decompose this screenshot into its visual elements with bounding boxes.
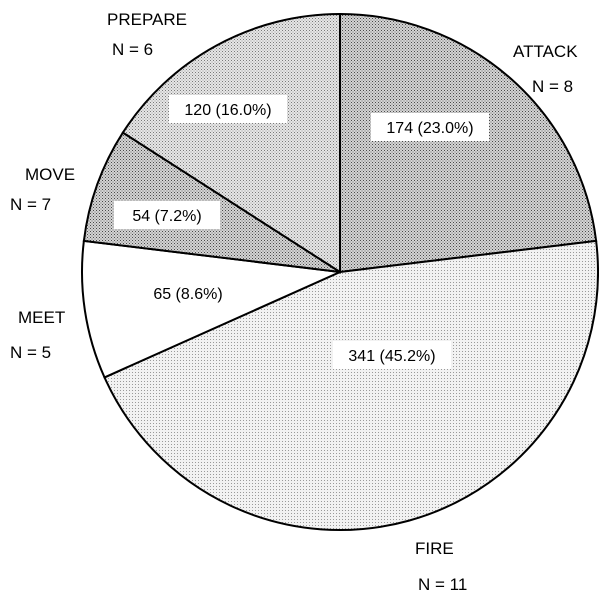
pie-slice-attack [339,12,598,274]
pie-slice-meet [81,239,344,379]
n-label-meet: N = 5 [10,343,51,362]
pie-slice-prepare [121,12,341,274]
pie-slice-fire [103,239,599,531]
value-label-attack: 174 (23.0%) [386,120,473,137]
category-label-prepare: PREPARE [107,10,187,29]
n-label-move: N = 7 [10,195,51,214]
category-label-fire: FIRE [415,539,454,558]
category-label-move: MOVE [25,165,75,184]
value-label-box-fire [333,341,451,369]
value-label-prepare: 120 (16.0%) [184,102,271,119]
n-label-attack: N = 8 [532,77,573,96]
value-label-box-prepare [169,95,287,123]
n-label-fire: N = 11 [418,575,467,593]
value-label-box-move [114,201,220,229]
value-label-box-meet [139,279,237,307]
value-label-move: 54 (7.2%) [132,208,201,225]
category-label-attack: ATTACK [513,42,578,61]
category-label-meet: MEET [18,308,65,327]
value-label-meet: 65 (8.6%) [153,286,222,303]
n-label-prepare: N = 6 [112,40,153,59]
value-label-fire: 341 (45.2%) [348,348,435,365]
value-label-box-attack [371,113,489,141]
